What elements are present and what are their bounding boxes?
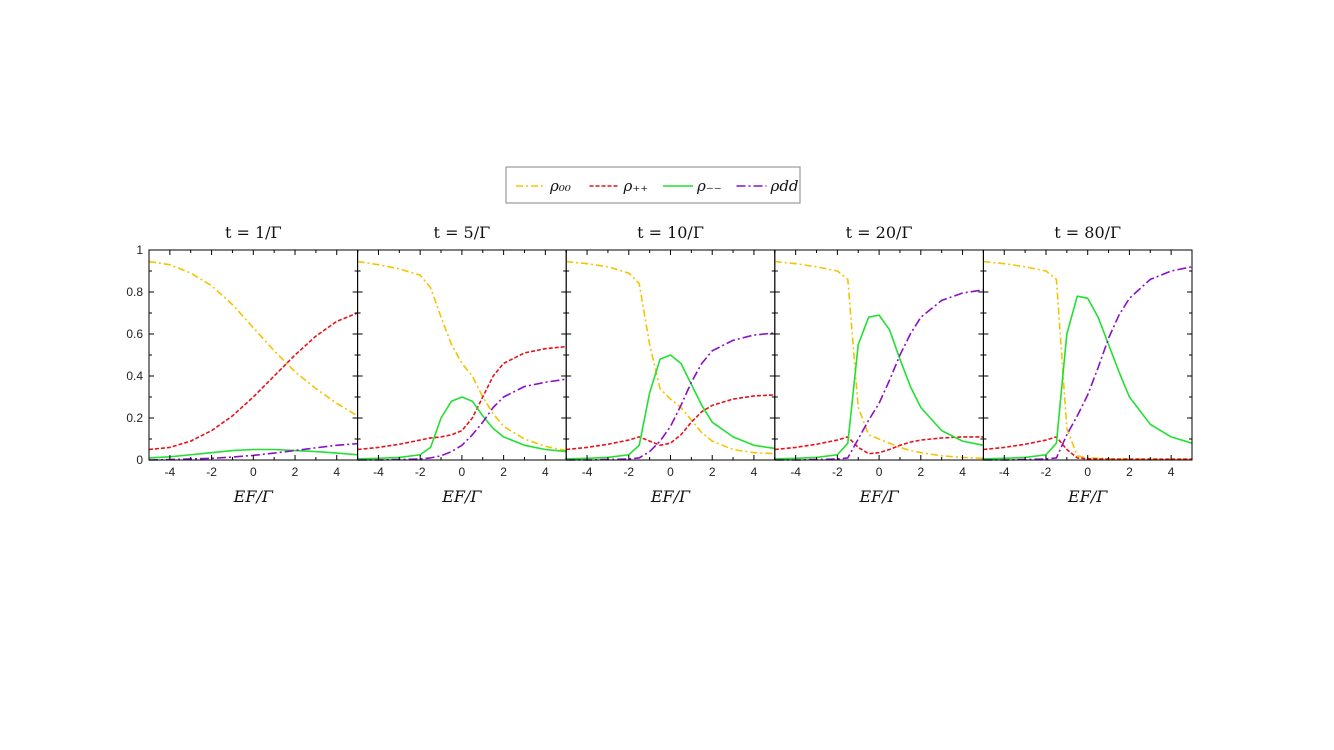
panel-title: t = 20/Γ — [846, 223, 913, 242]
x-axis-label: EF/Γ — [858, 487, 899, 506]
panel-3: t = 10/Γ -4 -2 0 2 4 EF/Γ — [565, 223, 776, 506]
panel-5: t = 80/Γ -4 -2 0 2 4 EF/Γ — [982, 223, 1193, 506]
x-tick-label: 4 — [1168, 465, 1175, 479]
x-tick-label: -4 — [790, 465, 801, 479]
series-rho00 — [983, 260, 1192, 460]
series-rhomm — [566, 354, 775, 460]
x-tick-label: 0 — [667, 465, 674, 479]
legend-label-rhomm: ρ₋₋ — [696, 177, 722, 195]
x-tick-label: 4 — [959, 465, 966, 479]
series-rhodd — [983, 266, 1193, 461]
series-rhomm — [774, 314, 984, 460]
x-tick-label: -4 — [999, 465, 1010, 479]
x-tick-label: 2 — [1126, 465, 1133, 479]
x-axis-label: EF/Γ — [441, 487, 482, 506]
chart-panels: t = 1/Γ -4 -2 0 2 4 0 0.2 0.4 0.6 0.8 1 EF/Γ t = 5/Γ -… — [126, 223, 1193, 506]
panel-title: t = 80/Γ — [1054, 223, 1121, 242]
series-rho00 — [357, 260, 567, 452]
x-tick-label: 4 — [542, 465, 549, 479]
plot-frame — [774, 249, 984, 461]
y-tick-label: 0 — [136, 453, 143, 467]
y-tick-label: 0.6 — [126, 327, 143, 341]
y-tick-label: 0.8 — [126, 285, 143, 299]
series-rhodd — [357, 378, 567, 461]
x-axis-label: EF/Γ — [1067, 487, 1108, 506]
x-tick-label: 2 — [917, 465, 924, 479]
x-tick-label: 0 — [459, 465, 466, 479]
series-rho00 — [566, 260, 775, 455]
y-tick-label: 0.4 — [126, 369, 143, 383]
plot-frame — [148, 249, 359, 461]
panel-4: t = 20/Γ -4 -2 0 2 4 EF/Γ — [774, 223, 984, 506]
x-tick-label: 0 — [250, 465, 257, 479]
series-rhopp — [148, 312, 358, 451]
series-rho00 — [774, 260, 984, 460]
x-tick-label: 2 — [709, 465, 716, 479]
panel-title: t = 5/Γ — [434, 223, 491, 242]
x-tick-label: 4 — [751, 465, 758, 479]
x-tick-label: 2 — [292, 465, 299, 479]
x-tick-label: -4 — [582, 465, 593, 479]
series-rhopp — [566, 394, 775, 451]
x-axis-label: EF/Γ — [650, 487, 691, 506]
series-rhomm — [148, 448, 358, 459]
series-rhodd — [774, 289, 984, 461]
legend: ρ₀₀ ρ₊₊ ρ₋₋ ρdd — [505, 166, 801, 204]
series-rhomm — [983, 295, 1193, 460]
x-axis-label: EF/Γ — [233, 487, 274, 506]
panel-title: t = 10/Γ — [637, 223, 704, 242]
series-rhopp — [774, 436, 984, 455]
x-tick-label: -2 — [1041, 465, 1052, 479]
x-tick-label: -2 — [415, 465, 426, 479]
x-tick-label: 4 — [333, 465, 340, 479]
panel-1: t = 1/Γ -4 -2 0 2 4 0 0.2 0.4 0.6 0.8 1 EF/Γ — [126, 223, 359, 506]
x-tick-label: -2 — [206, 465, 217, 479]
x-tick-label: 2 — [500, 465, 507, 479]
plot-frame — [982, 249, 1193, 461]
series-rhopp — [357, 345, 567, 451]
series-rhomm — [357, 396, 567, 460]
y-tick-label: 0.2 — [126, 411, 143, 425]
x-tick-label: -4 — [165, 465, 176, 479]
series-rho00 — [148, 260, 359, 417]
x-tick-label: -2 — [832, 465, 843, 479]
legend-box — [505, 166, 801, 204]
x-tick-label: -4 — [373, 465, 384, 479]
plot-frame — [357, 249, 567, 461]
panel-2: t = 5/Γ -4 -2 0 2 4 EF/Γ — [357, 223, 567, 506]
legend-label-rhopp: ρ₊₊ — [623, 177, 649, 195]
x-tick-label: 0 — [1084, 465, 1091, 479]
y-tick-label: 1 — [136, 243, 143, 257]
legend-label-rhodd: ρdd — [770, 177, 799, 195]
legend-label-rho00: ρ₀₀ — [549, 177, 571, 195]
x-tick-label: 0 — [876, 465, 883, 479]
panel-title: t = 1/Γ — [225, 223, 282, 242]
x-tick-label: -2 — [623, 465, 634, 479]
